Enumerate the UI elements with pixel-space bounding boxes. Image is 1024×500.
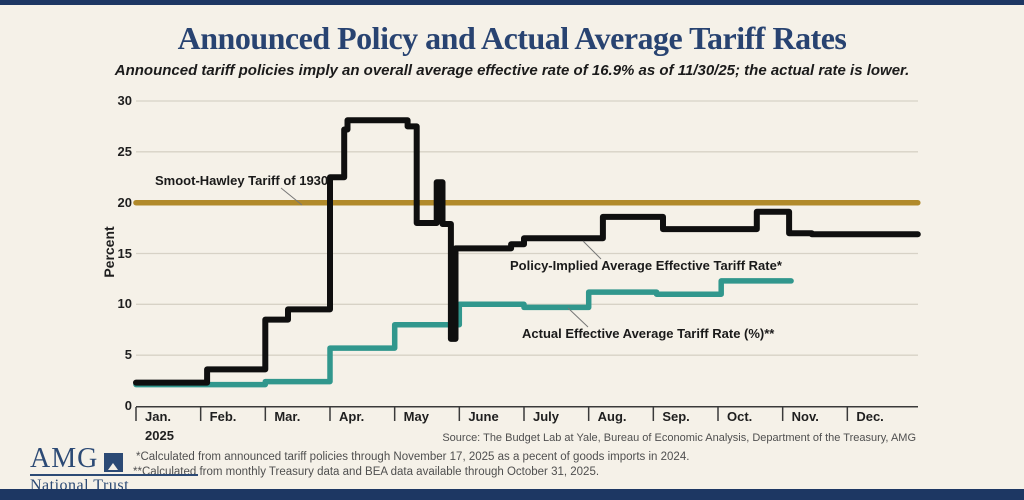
y-tick-label-5: 5 <box>124 347 132 363</box>
y-tick-label-25: 25 <box>117 143 132 159</box>
amg-logo-text: AMG <box>30 443 99 474</box>
x-tick-label-June: June <box>468 409 499 424</box>
y-tick-label-30: 30 <box>117 93 132 108</box>
series-annotation-label: Actual Effective Average Tariff Rate (%)… <box>522 326 775 341</box>
amg-logo: AMG National Trust <box>30 443 222 495</box>
footnotes: *Calculated from announced tariff polici… <box>133 450 689 480</box>
x-tick-label-Jan.: Jan. <box>145 409 172 424</box>
x-tick-label-Mar.: Mar. <box>274 409 301 424</box>
x-tick-label-Sep.: Sep. <box>662 409 690 424</box>
x-tick-label-Nov.: Nov. <box>791 409 819 424</box>
y-axis-title: Percent <box>101 226 117 278</box>
series-line <box>133 278 794 388</box>
x-tick-label-Oct.: Oct. <box>727 409 753 424</box>
top-border-bar <box>0 0 1024 5</box>
x-axis-year-label: 2025 <box>145 428 174 443</box>
x-tick-label-July: July <box>533 409 560 424</box>
amg-mountain-icon <box>104 453 124 472</box>
x-tick-label-Apr.: Apr. <box>339 409 365 424</box>
series-annotation-label: Policy-Implied Average Effective Tariff … <box>510 258 782 273</box>
amg-logo-rule <box>30 474 198 476</box>
footnote-1: *Calculated from announced tariff polici… <box>136 451 690 463</box>
x-tick-label-Aug.: Aug. <box>597 409 627 424</box>
page-title: Announced Policy and Actual Average Tari… <box>177 20 847 56</box>
source-text: Source: The Budget Lab at Yale, Bureau o… <box>442 432 916 444</box>
annotation-leader <box>582 240 602 260</box>
annotation-leader <box>567 307 589 328</box>
x-tick-label-Dec.: Dec. <box>856 409 884 424</box>
page-subtitle: Announced tariff policies imply an overa… <box>114 62 910 79</box>
y-tick-label-20: 20 <box>117 194 132 210</box>
amg-logo-top: AMG <box>30 443 222 474</box>
x-tick-label-Feb.: Feb. <box>209 409 237 424</box>
annotation-leader <box>280 187 303 206</box>
series-annotation-label: Smoot-Hawley Tariff of 1930 <box>155 173 329 188</box>
x-tick-label-May: May <box>403 409 429 424</box>
y-tick-label-15: 15 <box>117 245 132 261</box>
footnote-2: **Calculated from monthly Treasury data … <box>133 466 600 478</box>
bottom-border-bar <box>0 489 1024 500</box>
series-line <box>133 117 921 386</box>
y-tick-label-10: 10 <box>117 296 132 312</box>
y-tick-label-0: 0 <box>124 398 132 413</box>
